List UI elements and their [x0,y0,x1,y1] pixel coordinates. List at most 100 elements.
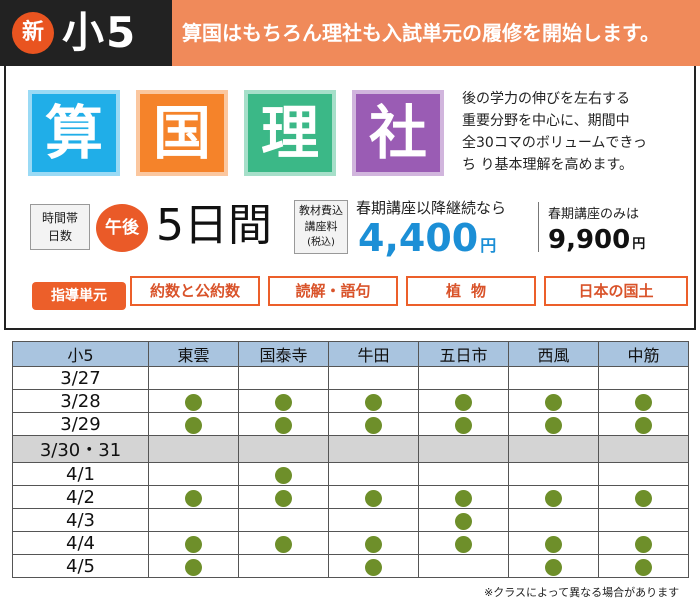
table-row: 3/29 [12,412,689,436]
school-header: 国泰寺 [238,341,329,367]
class-day-dot-icon [455,489,472,507]
schedule-table: 小5 東雲 国泰寺 牛田 五日市 西風 中筋 3/27 3/28 3/29 3/30・… [12,341,689,578]
schedule-cell [508,554,599,578]
table-row: 4/4 [12,531,689,555]
class-day-dot-icon [365,535,382,553]
class-day-dot-icon [185,416,202,434]
schedule-cell [418,508,509,532]
continuation-price: 4,400 円 [358,216,496,268]
schedule-cell [328,462,419,486]
schedule-cell [418,389,509,413]
subject-science-tile: 理 [244,90,336,176]
schedule-cell [598,462,689,486]
schedule-cell [328,389,419,413]
table-row: 3/30・31 [12,435,689,463]
schedule-cell [418,462,509,486]
days-label-line: 日数 [47,229,72,243]
class-day-dot-icon [365,558,382,576]
schedule-cell [598,554,689,578]
class-day-dot-icon [365,393,382,411]
schedule-cell [598,412,689,436]
schedule-cell [418,485,509,509]
schedule-cell [238,462,329,486]
schedule-cell [328,366,419,390]
description-line: 重要分野を中心に、期間中 [462,113,630,129]
class-day-dot-icon [275,416,292,434]
spring-only-price: 9,900 円 [548,224,645,261]
schedule-cell [418,435,509,463]
schedule-cell [328,554,419,578]
continuation-price-value: 4,400 [358,216,479,260]
schedule-cell [598,389,689,413]
date-cell: 4/4 [12,531,149,555]
date-cell: 4/5 [12,554,149,578]
continuation-label: 春期講座以降継続なら [356,199,507,217]
time-days-label: 時間帯 日数 [30,204,90,250]
description-line: 全30コマのボリュームできっ [462,135,647,151]
schedule-cell [148,462,239,486]
date-cell: 3/29 [12,412,149,436]
schedule-cell [328,485,419,509]
schedule-cell [598,485,689,509]
schedule-cell [508,485,599,509]
schedule-body: 3/27 3/28 3/29 3/30・31 4/1 4/2 4/3 4/4 4/5 [12,366,689,578]
description-line: ち り基本理解を高めます。 [462,157,634,173]
price-divider [538,202,539,252]
schedule-cell [238,435,329,463]
class-day-dot-icon [455,416,472,434]
school-header: 五日市 [418,341,509,367]
table-row: 4/1 [12,462,689,486]
fee-label: 教材費込 講座料 (税込) [294,200,348,254]
schedule-cell [148,485,239,509]
subject-math-tile: 算 [28,90,120,176]
fee-label-line: 教材費込 [299,204,343,217]
class-day-dot-icon [185,535,202,553]
class-day-dot-icon [635,393,652,411]
schedule-cell [238,531,329,555]
schedule-cell [418,412,509,436]
schedule-cell [508,462,599,486]
subject-japanese-tile: 国 [136,90,228,176]
date-cell: 3/30・31 [12,435,149,463]
class-day-dot-icon [185,393,202,411]
table-row: 3/28 [12,389,689,413]
grade-title: 小5 [62,8,138,57]
schedule-cell [598,508,689,532]
schedule-cell [148,531,239,555]
school-header: 中筋 [598,341,689,367]
class-day-dot-icon [545,535,562,553]
schedule-cell [598,366,689,390]
class-day-dot-icon [455,393,472,411]
schedule-cell [508,389,599,413]
schedule-cell [508,508,599,532]
date-cell: 3/28 [12,389,149,413]
course-description: 後の学力の伸びを左右する 重要分野を中心に、期間中 全30コマのボリュームできっ… [462,88,692,176]
schedule-cell [148,366,239,390]
date-cell: 4/2 [12,485,149,509]
class-day-dot-icon [455,535,472,553]
time-label-line: 時間帯 [41,211,78,225]
description-line: 後の学力の伸びを左右する [462,91,630,107]
schedule-cell [238,554,329,578]
schedule-cell [328,435,419,463]
class-day-dot-icon [275,393,292,411]
date-cell: 3/27 [12,366,149,390]
schedule-cell [238,412,329,436]
schedule-header-row: 小5 東雲 国泰寺 牛田 五日市 西風 中筋 [12,341,689,367]
afternoon-badge: 午後 [96,204,148,252]
class-day-dot-icon [365,416,382,434]
class-day-dot-icon [545,489,562,507]
class-day-dot-icon [635,535,652,553]
class-day-dot-icon [545,558,562,576]
fee-label-line: 講座料 [304,220,338,233]
units-label: 指導単元 [32,282,126,310]
unit-social: 日本の国土 [544,276,688,306]
class-day-dot-icon [545,416,562,434]
table-row: 4/3 [12,508,689,532]
schedule-cell [508,366,599,390]
table-row: 4/2 [12,485,689,509]
header-bar: 新 小5 算国はもちろん理社も入試単元の履修を開始します。 [0,0,700,66]
footnote: ※クラスによって異なる場合があります [484,586,680,599]
course-days: 5日間 [156,200,272,251]
schedule-cell [148,389,239,413]
